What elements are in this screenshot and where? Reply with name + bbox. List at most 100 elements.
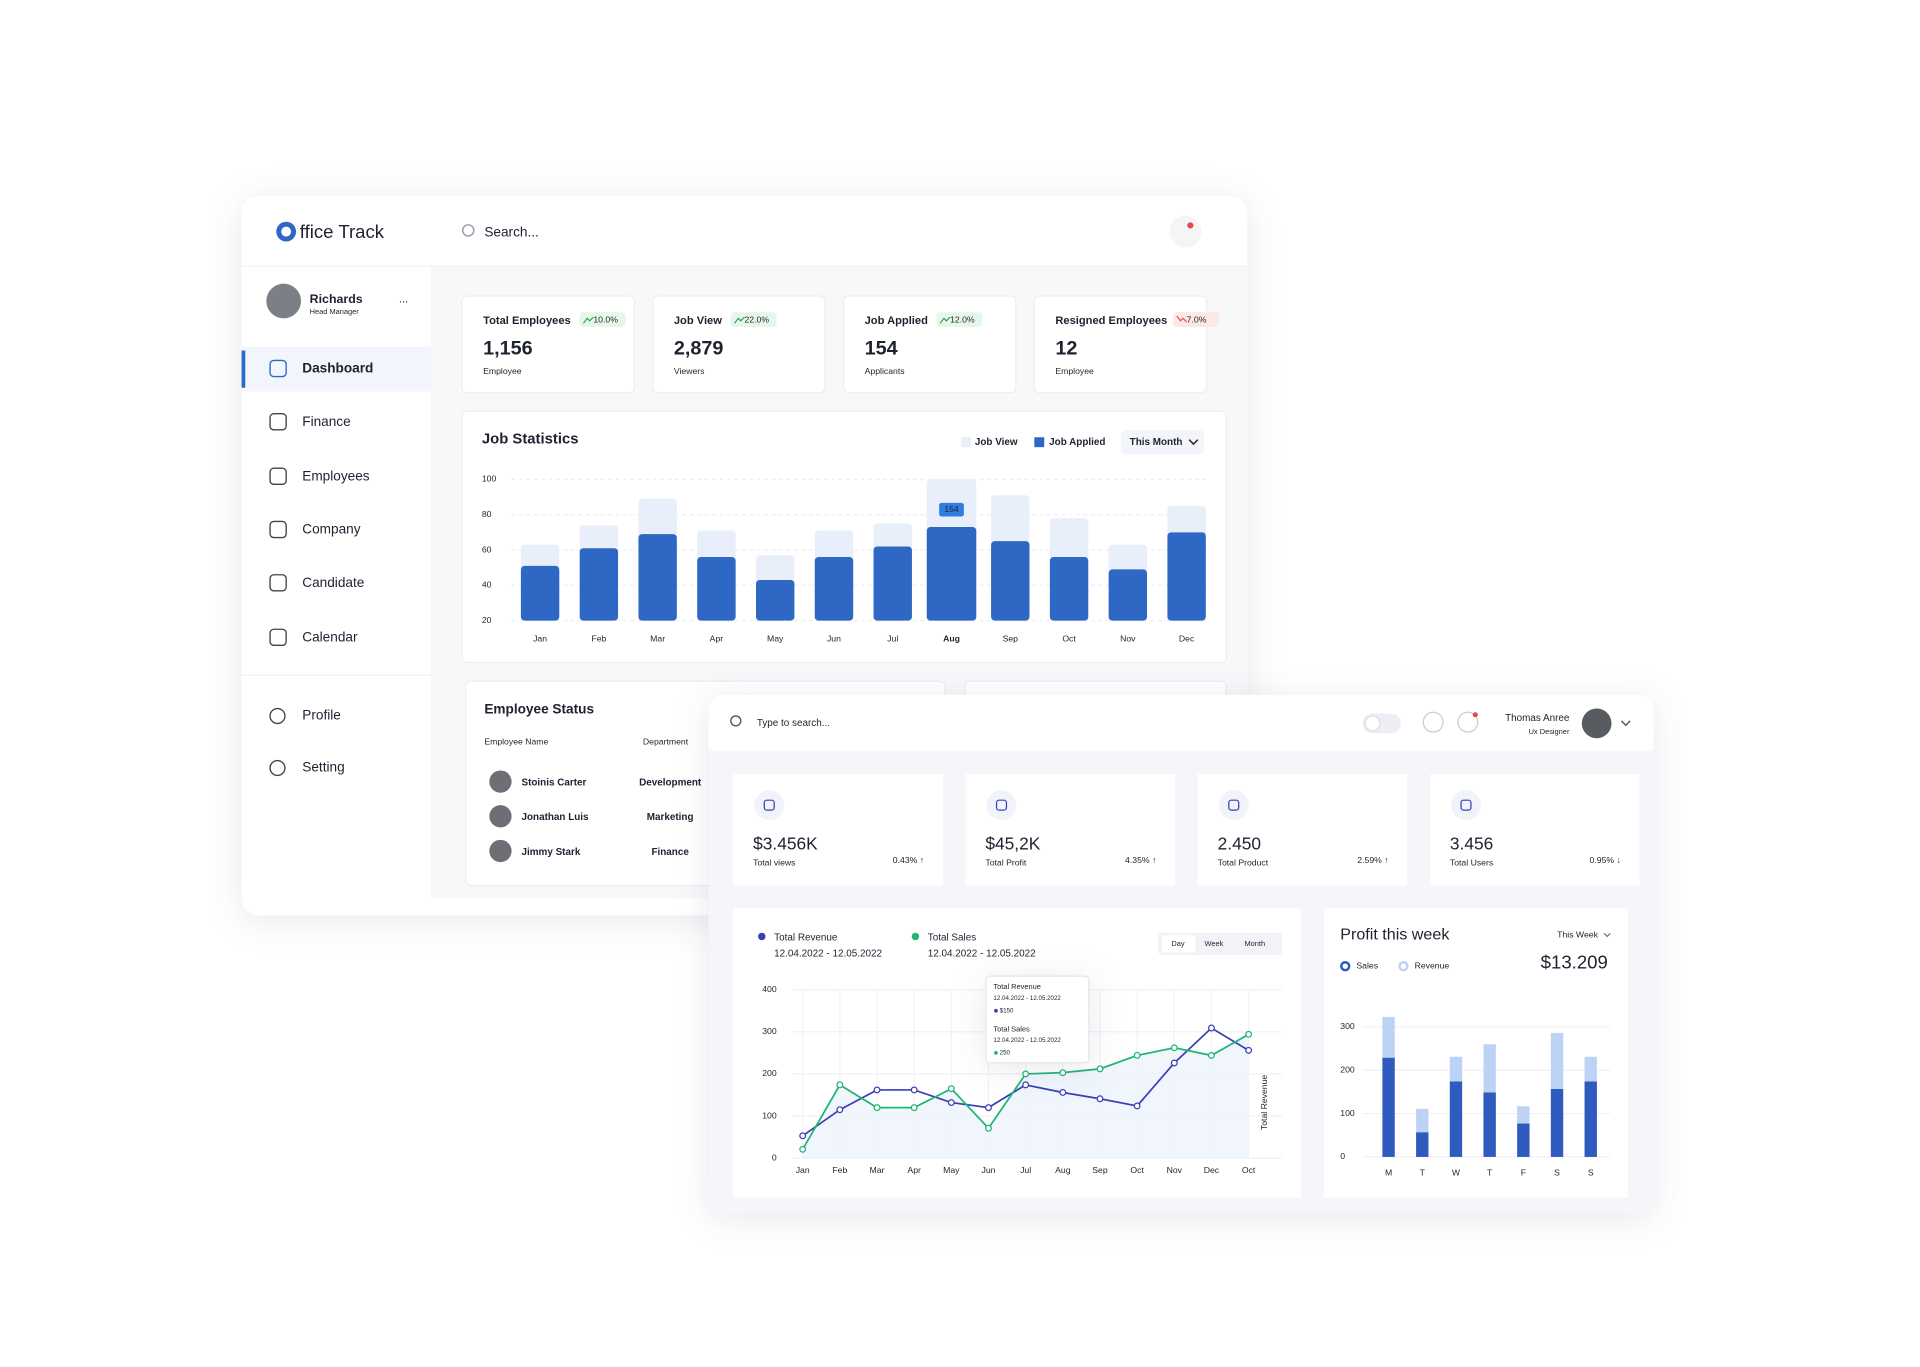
kpi-label: Total Product <box>1218 858 1269 868</box>
kpi-icon-glyph <box>1228 799 1240 811</box>
bar <box>991 541 1030 621</box>
kpi-label: Total views <box>753 858 796 868</box>
legend-label: Job View <box>975 437 1018 448</box>
user-role: Ux Designer <box>1529 727 1570 736</box>
column-header: Department <box>643 736 689 746</box>
filter-label[interactable]: This Week <box>1557 929 1598 939</box>
kpi-value: 2.450 <box>1218 833 1261 853</box>
tab[interactable]: Week <box>1205 939 1224 948</box>
card-title: Employee Status <box>484 701 594 716</box>
point <box>1170 1044 1178 1052</box>
stat-title: Job Applied <box>865 315 928 327</box>
kpi-icon-glyph <box>995 799 1008 811</box>
legend-ring <box>1398 960 1409 972</box>
chart-title: Job Statistics <box>482 432 579 448</box>
stat-change: 7.0% <box>1187 314 1207 324</box>
stat-change: 12.0% <box>950 314 975 324</box>
y-tick-label: 300 <box>1340 1021 1355 1031</box>
point <box>799 1145 807 1153</box>
nav-item[interactable]: Profile <box>302 708 341 723</box>
annotation-label: 154 <box>944 504 959 514</box>
x-tick-label: May <box>943 1165 960 1175</box>
legend-period: 12.04.2022 - 12.05.2022 <box>928 948 1036 959</box>
y-tick-label: 100 <box>762 1110 777 1120</box>
x-tick-label: Aug <box>943 633 960 643</box>
filter-label[interactable]: This Month <box>1130 437 1183 448</box>
stat-card <box>652 295 826 394</box>
user-role: Head Manager <box>310 307 360 316</box>
tab[interactable]: Month <box>1244 939 1265 948</box>
y-tick-label: 100 <box>1340 1108 1355 1118</box>
legend-period: 12.04.2022 - 12.05.2022 <box>774 948 882 959</box>
kpi-card <box>965 774 1175 886</box>
x-tick-label: Jun <box>982 1165 996 1175</box>
user-menu[interactable]: ... <box>399 294 408 306</box>
nav-item[interactable]: Finance <box>302 414 350 429</box>
bar <box>926 527 977 621</box>
kpi-icon-glyph <box>1460 799 1472 811</box>
search-icon <box>461 224 475 237</box>
y-tick-label: 60 <box>482 544 492 554</box>
kpi-card <box>1197 774 1408 886</box>
bar <box>1108 569 1148 621</box>
stat-value: 1,156 <box>483 338 533 360</box>
legend-dot <box>911 932 920 941</box>
kpi-change: 0.95% ↓ <box>1590 855 1621 865</box>
x-tick-label: Dec <box>1179 633 1195 643</box>
bar-segment <box>1483 1092 1496 1157</box>
point <box>1170 1059 1178 1067</box>
point <box>1207 1051 1215 1059</box>
tooltip-period: 12.04.2022 - 12.05.2022 <box>993 1037 1061 1044</box>
x-tick-label: Aug <box>1055 1165 1071 1175</box>
nav-item[interactable]: Setting <box>302 760 344 775</box>
tooltip-title: Total Sales <box>993 1024 1030 1033</box>
tab-active <box>1161 935 1196 953</box>
stat-unit: Viewers <box>674 366 705 376</box>
nav-item[interactable]: Candidate <box>302 575 364 590</box>
tooltip-value: $150 <box>1000 1007 1014 1014</box>
nav-item[interactable]: Employees <box>302 468 370 483</box>
point <box>1096 1065 1104 1073</box>
nav-item[interactable]: Calendar <box>302 630 358 645</box>
total-value: $13.209 <box>1541 952 1608 973</box>
nav-icon <box>269 520 287 539</box>
bar-segment <box>1382 1016 1395 1058</box>
employee-name: Jimmy Stark <box>522 847 581 858</box>
column-header: Employee Name <box>484 736 548 746</box>
kpi-value: 3.456 <box>1450 833 1493 853</box>
stat-badge <box>1173 312 1219 328</box>
tab[interactable]: Day <box>1171 939 1184 948</box>
x-tick-label: T <box>1420 1167 1426 1177</box>
employee-name: Jonathan Luis <box>522 812 590 823</box>
point <box>873 1104 881 1112</box>
y-tick-label: 0 <box>1340 1151 1345 1161</box>
x-tick-label: May <box>767 633 784 643</box>
stat-unit: Employee <box>1055 366 1094 376</box>
bar <box>814 557 854 621</box>
search-icon <box>730 715 742 727</box>
point <box>873 1086 881 1094</box>
x-tick-label: F <box>1521 1167 1526 1177</box>
stat-badge <box>579 312 626 328</box>
nav-item[interactable]: Dashboard <box>302 361 373 376</box>
stat-value: 12 <box>1055 338 1077 360</box>
search-input[interactable]: Type to search... <box>757 718 830 729</box>
x-tick-label: M <box>1385 1167 1392 1177</box>
search-input[interactable]: Search... <box>484 224 538 239</box>
legend-label: Revenue <box>1415 960 1450 970</box>
nav-item[interactable]: Company <box>302 522 360 537</box>
x-tick-label: Jun <box>827 633 841 643</box>
filter-dropdown <box>1121 429 1205 455</box>
message-dot <box>1472 712 1478 718</box>
legend-label: Total Sales <box>928 932 976 943</box>
nav-icon <box>269 359 287 378</box>
legend-dot <box>758 932 766 941</box>
employee-name: Stoinis Carter <box>522 777 587 788</box>
bar <box>697 557 736 621</box>
x-tick-label: Oct <box>1242 1165 1256 1175</box>
employee-department: Development <box>639 777 702 788</box>
user-name: Thomas Anree <box>1505 713 1570 724</box>
bar <box>1167 532 1206 621</box>
x-tick-label: S <box>1554 1167 1560 1177</box>
dropdown-chevron <box>1603 932 1611 938</box>
